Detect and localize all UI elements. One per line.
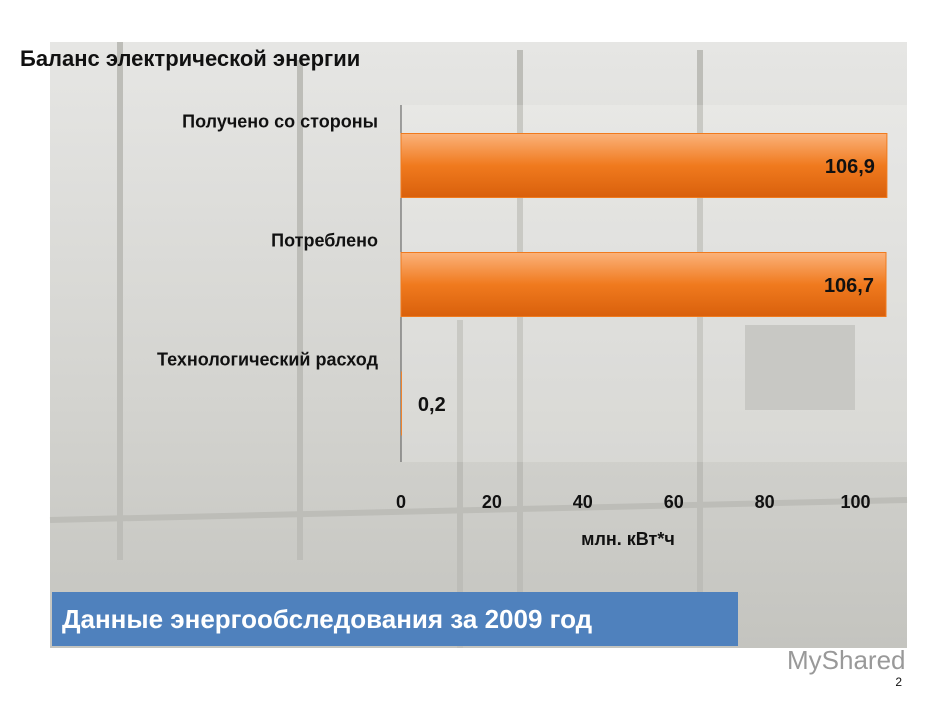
category-label: Потреблено [271,230,378,250]
x-tick-label: 60 [664,492,684,512]
x-tick-label: 100 [841,492,871,512]
x-tick-label: 0 [396,492,406,512]
value-label: 106,7 [824,275,874,297]
bar [400,252,887,317]
value-label: 106,9 [825,156,875,178]
value-label: 0,2 [418,394,446,416]
bar [401,371,402,436]
category-label: Технологический расход [157,349,379,369]
x-tick-label: 80 [755,492,775,512]
x-axis-label: млн. кВт*ч [581,529,675,549]
chart-title: Баланс электрической энергии [20,46,360,71]
banner: Данные энергообследования за 2009 год [62,604,593,634]
bar [400,133,888,198]
watermark: MyShared [787,645,906,675]
page-number: 2 [895,675,902,689]
category-label: Получено со стороны [182,111,378,131]
x-tick-label: 20 [482,492,502,512]
photo-sign [745,325,855,410]
x-tick-label: 40 [573,492,593,512]
banner-box [52,592,738,646]
